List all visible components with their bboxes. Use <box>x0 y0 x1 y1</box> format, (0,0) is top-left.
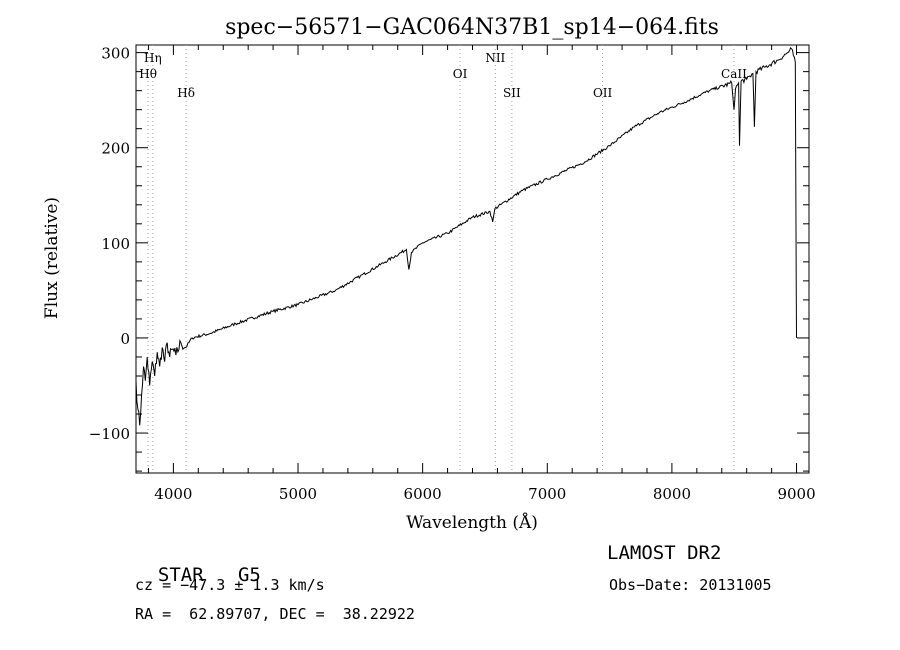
y-tick-label: 0 <box>120 330 130 348</box>
chart-title: spec−56571−GAC064N37B1_sp14−064.fits <box>225 15 719 40</box>
y-axis: −100 0 100 200 300 <box>89 45 809 472</box>
observation-date: Obs−Date: 20131005 <box>609 576 772 594</box>
y-tick-label: 200 <box>101 140 130 158</box>
x-tick-label: 6000 <box>404 485 442 503</box>
spectral-line-label: Hθ <box>139 67 157 81</box>
y-tick-label: 100 <box>101 235 130 253</box>
x-tick-label: 8000 <box>653 485 691 503</box>
object-class: STAR G5 <box>135 542 261 586</box>
survey-name: LAMOST DR2 <box>607 542 722 564</box>
object-subclass: G5 <box>237 564 261 586</box>
x-tick-label: 9000 <box>777 485 815 503</box>
coordinates: RA = 62.89707, DEC = 38.22922 <box>135 605 415 623</box>
y-tick-label: −100 <box>89 425 130 443</box>
redshift-velocity: cz = −47.3 ± 1.3 km/s <box>135 576 325 594</box>
spectral-line-label: SII <box>503 86 521 100</box>
x-axis: 4000 5000 6000 7000 8000 9000 <box>147 45 816 503</box>
spectral-line-label: OI <box>453 67 468 81</box>
x-axis-label: Wavelength (Å) <box>406 512 538 533</box>
spectral-line-label: NII <box>485 51 505 65</box>
spectrum-line <box>135 47 797 426</box>
plot-frame <box>135 44 810 474</box>
spectral-line-label: CaII <box>721 67 747 81</box>
y-axis-label: Flux (relative) <box>42 197 62 319</box>
object-type: STAR <box>157 564 204 586</box>
x-tick-label: 5000 <box>279 485 317 503</box>
y-tick-label: 300 <box>101 45 130 63</box>
x-tick-label: 4000 <box>154 485 192 503</box>
spectral-line-label: Hδ <box>177 86 195 100</box>
x-tick-label: 7000 <box>528 485 566 503</box>
spectral-line-label: OII <box>593 86 613 100</box>
